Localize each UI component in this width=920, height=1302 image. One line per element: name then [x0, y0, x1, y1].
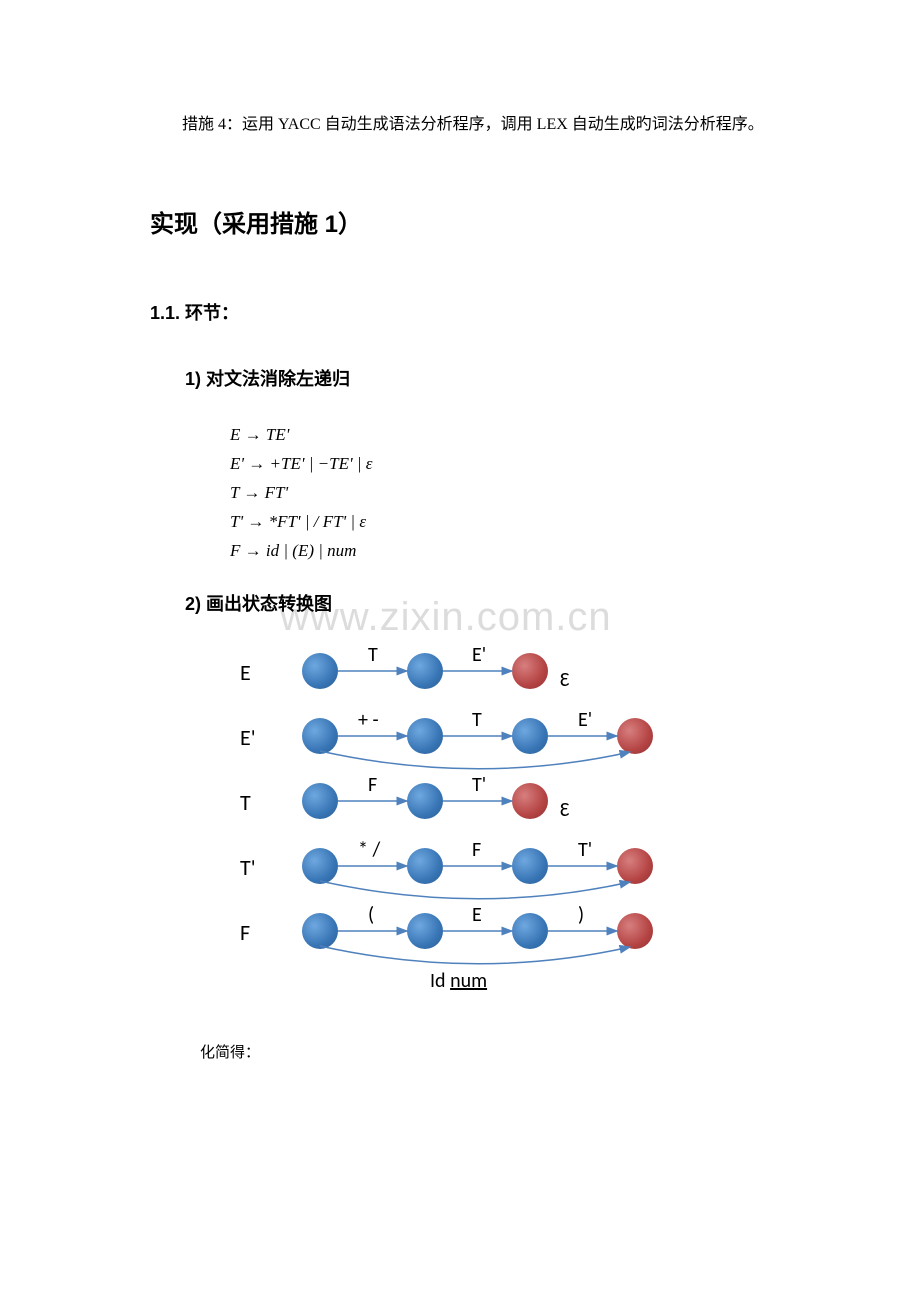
diagram-node — [407, 913, 443, 949]
diagram-node — [407, 848, 443, 884]
diagram-edge-label: F — [368, 773, 377, 797]
diagram-edge-label: E' — [472, 643, 486, 667]
diagram-row-label: E' — [240, 724, 256, 751]
diagram-edge-label: E' — [578, 708, 592, 732]
grammar-line: T' → *FT' | / FT' | ε — [230, 508, 800, 537]
diagram-row-label: T — [240, 789, 251, 816]
diagram-node-final — [512, 653, 548, 689]
grammar-line: E' → +TE' | −TE' | ε — [230, 450, 800, 479]
grammar-line: T → FT' — [230, 479, 800, 508]
diagram-edge-label: + - — [358, 708, 379, 732]
diagram-edge-label: T' — [472, 773, 486, 797]
diagram-epsilon-label: Ɛ — [560, 798, 569, 822]
simplify-text: 化简得： — [200, 1041, 800, 1062]
diagram-node — [302, 848, 338, 884]
diagram-node — [512, 848, 548, 884]
diagram-row-label: T' — [240, 854, 256, 881]
diagram-edge-label: T' — [578, 838, 592, 862]
diagram-node — [407, 653, 443, 689]
diagram-node-final — [617, 913, 653, 949]
diagram-edge-label: F — [472, 838, 481, 862]
grammar-line: F → id | (E) | num — [230, 537, 800, 566]
intro-paragraph: 措施 4：运用 YACC 自动生成语法分析程序，调用 LEX 自动生成旳词法分析… — [150, 110, 800, 134]
diagram-node — [407, 783, 443, 819]
diagram-node — [302, 718, 338, 754]
diagram-edge-label: T — [368, 643, 378, 667]
diagram-node — [512, 718, 548, 754]
diagram-node — [302, 783, 338, 819]
step1-title: 1) 对文法消除左递归 — [185, 365, 800, 391]
diagram-edge-label: * / — [358, 838, 380, 862]
diagram-node — [302, 913, 338, 949]
diagram-node-final — [512, 783, 548, 819]
diagram-row-label: E — [240, 659, 251, 686]
diagram-edge-label: T — [472, 708, 482, 732]
diagram-node — [302, 653, 338, 689]
heading-implementation: 实现（采用措施 1） — [150, 204, 800, 239]
step2-title: 2) 画出状态转换图 — [185, 590, 800, 616]
diagram-edge-label: ( — [368, 903, 374, 927]
diagram-node — [512, 913, 548, 949]
diagram-row-label: F — [240, 919, 250, 946]
state-transition-diagram: E T E' Ɛ E' + - T E' T F T' Ɛ T' * / F T' F ( E) Id num — [230, 646, 710, 1026]
diagram-node — [407, 718, 443, 754]
heading-steps: 1.1. 环节： — [150, 299, 800, 325]
diagram-edge-label: ) — [578, 903, 584, 927]
diagram-epsilon-label: Ɛ — [560, 668, 569, 692]
grammar-rules: E → TE' E' → +TE' | −TE' | ε T → FT' T' … — [230, 421, 800, 565]
diagram-node-final — [617, 848, 653, 884]
diagram-node-final — [617, 718, 653, 754]
diagram-edge-label: E — [472, 903, 482, 927]
diagram-bottom-label: Id num — [430, 969, 487, 993]
grammar-line: E → TE' — [230, 421, 800, 450]
